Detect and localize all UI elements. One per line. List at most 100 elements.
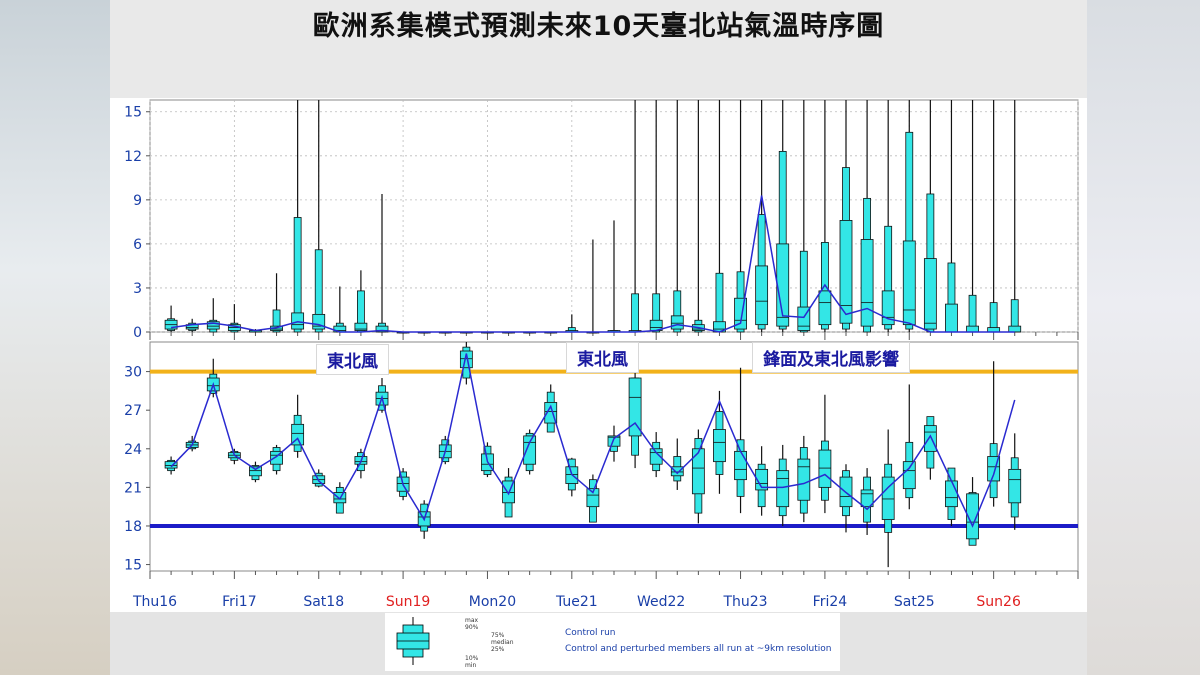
x-tick-label: Tue21 <box>555 594 598 610</box>
box-p10-p90 <box>652 293 661 333</box>
box-p25-p75 <box>523 435 537 465</box>
y-tick-label: 15 <box>124 558 142 574</box>
box-22 <box>628 365 642 469</box>
box-20 <box>586 474 600 523</box>
box-p25-p75 <box>945 480 958 508</box>
box-p25-p75 <box>375 325 389 333</box>
legend-min: min <box>465 662 477 669</box>
legend-median: median <box>491 639 514 646</box>
box-p25-p75 <box>776 470 790 508</box>
box-30 <box>797 435 811 523</box>
box-0 <box>164 456 178 475</box>
box-34 <box>881 429 895 568</box>
box-p25-p75 <box>291 423 305 446</box>
box-28 <box>755 100 769 332</box>
box-p25-p75 <box>755 265 769 326</box>
box-23 <box>649 432 663 478</box>
box-p25-p75 <box>1008 468 1022 504</box>
box-p25-p75 <box>966 493 979 540</box>
control-run-line <box>170 195 1015 333</box>
y-tick-label: 27 <box>124 403 142 419</box>
y-tick-label: 30 <box>124 365 142 381</box>
box-4 <box>249 461 262 483</box>
box-p25-p75 <box>1008 325 1022 333</box>
box-p25-p75 <box>966 325 979 333</box>
box-p25-p75 <box>902 461 916 490</box>
chart-panel-2: 15 18 21 24 27 30 <box>124 341 1079 579</box>
legend-max: max <box>465 617 479 624</box>
x-tick-label: Fri17 <box>222 594 257 610</box>
y-tick-label: 0 <box>133 325 142 341</box>
box-18 <box>544 384 558 433</box>
box-14 <box>459 342 473 385</box>
legend-box-icon <box>396 617 430 665</box>
box-33 <box>860 468 874 535</box>
box-p25-p75 <box>691 448 705 495</box>
box-28 <box>755 446 769 516</box>
box-35 <box>902 100 916 332</box>
x-tick-label: Sun26 <box>976 594 1021 610</box>
legend-p10: 10% <box>465 655 479 662</box>
box-p25-p75 <box>860 239 874 327</box>
box-p10-p90 <box>905 131 914 330</box>
box-3 <box>227 304 241 333</box>
title-band <box>110 0 1087 98</box>
box-p25-p75 <box>713 429 726 463</box>
box-36 <box>923 416 937 480</box>
y-tick-label: 12 <box>124 149 142 165</box>
box-p25-p75 <box>164 461 178 469</box>
box-p10-p90 <box>778 150 787 330</box>
background-right <box>1087 0 1200 675</box>
box-p25-p75 <box>797 458 811 501</box>
box-p10-p90 <box>884 225 893 330</box>
box-37 <box>945 100 958 333</box>
box-2 <box>206 298 220 333</box>
legend-members-note: Control and perturbed members all run at… <box>565 644 832 654</box>
box-29 <box>776 100 790 332</box>
box-p10-p90 <box>631 293 639 333</box>
box-p25-p75 <box>206 321 220 330</box>
box-21 <box>607 425 621 462</box>
y-tick-label: 6 <box>133 237 142 253</box>
legend-p90: 90% <box>465 624 479 631</box>
y-tick-label: 18 <box>124 519 142 535</box>
background-left <box>0 0 110 675</box>
annotation-northeast-wind-1: 東北風 <box>316 344 389 375</box>
box-p25-p75 <box>249 466 262 477</box>
box-p25-p75 <box>881 290 895 326</box>
box-p25-p75 <box>354 322 368 331</box>
box-p25-p75 <box>945 303 958 333</box>
box-p25-p75 <box>734 450 747 481</box>
box-p10-p90 <box>272 309 281 333</box>
legend-control-run: Control run <box>565 628 616 638</box>
y-tick-label: 24 <box>124 442 142 458</box>
box-33 <box>860 100 874 333</box>
ensemble-chart: 0 3 6 9 12 15 15 18 21 24 27 30 Thu16 Fri17 Sat18 Sun19… <box>124 99 1079 610</box>
box-p25-p75 <box>670 315 684 330</box>
box-p25-p75 <box>459 350 473 369</box>
box-p25-p75 <box>586 488 600 508</box>
chart-panel-1: 0 3 6 9 12 15 <box>124 99 1079 341</box>
box-p25-p75 <box>607 435 621 447</box>
box-24 <box>670 438 684 490</box>
x-tick-label: Wed22 <box>637 594 685 610</box>
x-tick-label: Thu16 <box>132 594 177 610</box>
x-tick-label: Sat18 <box>303 594 344 610</box>
box-40 <box>1008 433 1022 530</box>
box-26 <box>713 390 726 494</box>
x-tick-label: Mon20 <box>469 594 516 610</box>
page-title: 歐洲系集模式預測未來10天臺北站氣溫時序圖 <box>312 11 885 42</box>
x-tick-label: Sat25 <box>894 594 935 610</box>
y-tick-label: 3 <box>133 281 142 297</box>
box-6 <box>291 394 305 458</box>
box-p25-p75 <box>902 240 916 326</box>
box-35 <box>902 384 916 510</box>
x-tick-label: Sun19 <box>386 594 430 610</box>
box-32 <box>839 100 853 332</box>
y-tick-label: 21 <box>124 480 142 496</box>
control-run-line <box>170 353 1016 528</box>
box-9 <box>354 270 368 333</box>
box-p10-p90 <box>799 250 808 333</box>
box-p10-p90 <box>314 249 323 333</box>
box-p25-p75 <box>923 258 937 330</box>
